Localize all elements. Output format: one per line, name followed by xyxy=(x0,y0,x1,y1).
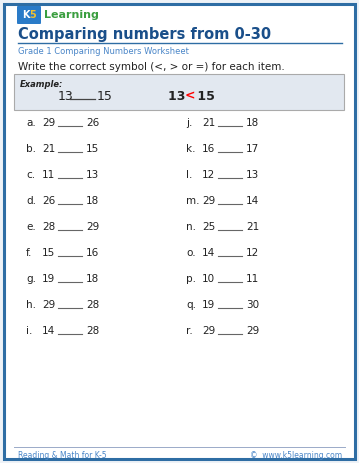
Text: 21: 21 xyxy=(202,118,215,128)
Text: 12: 12 xyxy=(246,248,259,258)
Text: 29: 29 xyxy=(86,222,99,232)
Text: p.: p. xyxy=(186,274,196,284)
Text: 15: 15 xyxy=(193,89,215,102)
Text: j.: j. xyxy=(186,118,192,128)
Text: Grade 1 Comparing Numbers Worksheet: Grade 1 Comparing Numbers Worksheet xyxy=(18,48,189,56)
Text: 12: 12 xyxy=(202,170,215,180)
Text: q.: q. xyxy=(186,300,196,310)
Text: ©  www.k5learning.com: © www.k5learning.com xyxy=(250,450,342,459)
Text: c.: c. xyxy=(26,170,35,180)
Text: 15: 15 xyxy=(86,144,99,154)
Text: 11: 11 xyxy=(42,170,55,180)
Text: 15: 15 xyxy=(42,248,55,258)
Text: 19: 19 xyxy=(202,300,215,310)
Text: 13: 13 xyxy=(86,170,99,180)
Text: l.: l. xyxy=(186,170,192,180)
Text: 26: 26 xyxy=(42,196,55,206)
Text: 30: 30 xyxy=(246,300,259,310)
Text: m.: m. xyxy=(186,196,200,206)
Text: Reading & Math for K-5: Reading & Math for K-5 xyxy=(18,450,107,459)
Text: 25: 25 xyxy=(202,222,215,232)
FancyBboxPatch shape xyxy=(17,6,41,24)
Text: 13: 13 xyxy=(168,89,190,102)
Text: 11: 11 xyxy=(246,274,259,284)
Text: 13: 13 xyxy=(246,170,259,180)
Text: e.: e. xyxy=(26,222,36,232)
Text: 10: 10 xyxy=(202,274,215,284)
Text: 18: 18 xyxy=(246,118,259,128)
Text: 15: 15 xyxy=(97,89,113,102)
Text: 28: 28 xyxy=(86,300,99,310)
Text: 17: 17 xyxy=(246,144,259,154)
Text: r.: r. xyxy=(186,326,193,336)
Text: Example:: Example: xyxy=(20,80,64,89)
Text: b.: b. xyxy=(26,144,36,154)
Text: 16: 16 xyxy=(202,144,215,154)
Text: 14: 14 xyxy=(246,196,259,206)
Text: Comparing numbers from 0-30: Comparing numbers from 0-30 xyxy=(18,27,271,43)
Text: 18: 18 xyxy=(86,274,99,284)
Text: 14: 14 xyxy=(42,326,55,336)
Text: 28: 28 xyxy=(86,326,99,336)
Text: 19: 19 xyxy=(42,274,55,284)
Text: 29: 29 xyxy=(202,196,215,206)
Text: 18: 18 xyxy=(86,196,99,206)
Text: 28: 28 xyxy=(42,222,55,232)
FancyBboxPatch shape xyxy=(4,4,355,459)
Text: Write the correct symbol (<, > or =) for each item.: Write the correct symbol (<, > or =) for… xyxy=(18,62,285,72)
Text: K: K xyxy=(22,10,29,20)
Text: i.: i. xyxy=(26,326,32,336)
Text: 21: 21 xyxy=(42,144,55,154)
Text: 29: 29 xyxy=(246,326,259,336)
Text: f.: f. xyxy=(26,248,32,258)
Text: Learning: Learning xyxy=(44,10,99,20)
Text: 21: 21 xyxy=(246,222,259,232)
Text: o.: o. xyxy=(186,248,196,258)
Text: 29: 29 xyxy=(202,326,215,336)
Text: <: < xyxy=(185,89,196,102)
Text: n.: n. xyxy=(186,222,196,232)
Text: 5: 5 xyxy=(29,10,36,20)
Text: k.: k. xyxy=(186,144,196,154)
Text: 26: 26 xyxy=(86,118,99,128)
Text: 14: 14 xyxy=(202,248,215,258)
Text: 16: 16 xyxy=(86,248,99,258)
Text: g.: g. xyxy=(26,274,36,284)
Text: 29: 29 xyxy=(42,118,55,128)
Text: d.: d. xyxy=(26,196,36,206)
FancyBboxPatch shape xyxy=(14,74,344,110)
Text: a.: a. xyxy=(26,118,36,128)
Text: 13: 13 xyxy=(58,89,74,102)
Text: h.: h. xyxy=(26,300,36,310)
Text: 29: 29 xyxy=(42,300,55,310)
